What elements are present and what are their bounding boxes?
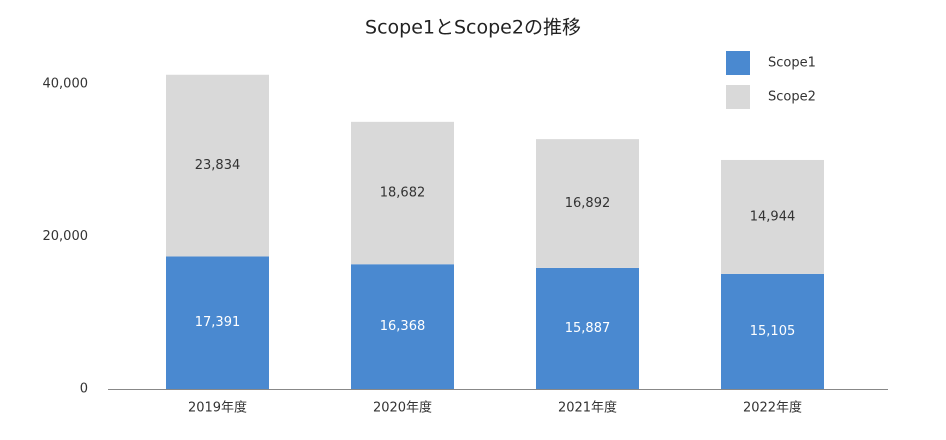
data-label: 15,105 [750,324,796,339]
data-label: 17,391 [195,315,241,330]
bar-segment [536,267,639,389]
data-label: 16,368 [380,319,426,334]
y-tick-label: 40,000 [43,77,89,92]
y-tick-label: 20,000 [43,229,89,244]
bar-segment [721,159,824,274]
bar-segment [166,256,269,389]
y-tick-label: 0 [80,382,88,397]
x-tick-label: 2022年度 [743,400,802,416]
bar-segment [351,121,454,265]
x-tick-label: 2020年度 [373,400,432,416]
data-label: 18,682 [380,186,426,201]
x-tick-label: 2019年度 [188,400,247,416]
legend-swatch [726,85,750,109]
data-label: 15,887 [565,321,611,336]
legend-label: Scope2 [768,90,816,105]
bar-segment [536,139,639,268]
data-label: 14,944 [750,209,796,224]
bar-segment [721,273,824,389]
bar-segment [351,264,454,389]
data-label: 16,892 [565,196,611,211]
legend-label: Scope1 [768,56,816,71]
bar-segment [166,74,269,257]
legend-swatch [726,51,750,75]
x-tick-label: 2021年度 [558,400,617,416]
chart-title: Scope1とScope2の推移 [365,17,581,39]
data-label: 23,834 [195,158,241,173]
